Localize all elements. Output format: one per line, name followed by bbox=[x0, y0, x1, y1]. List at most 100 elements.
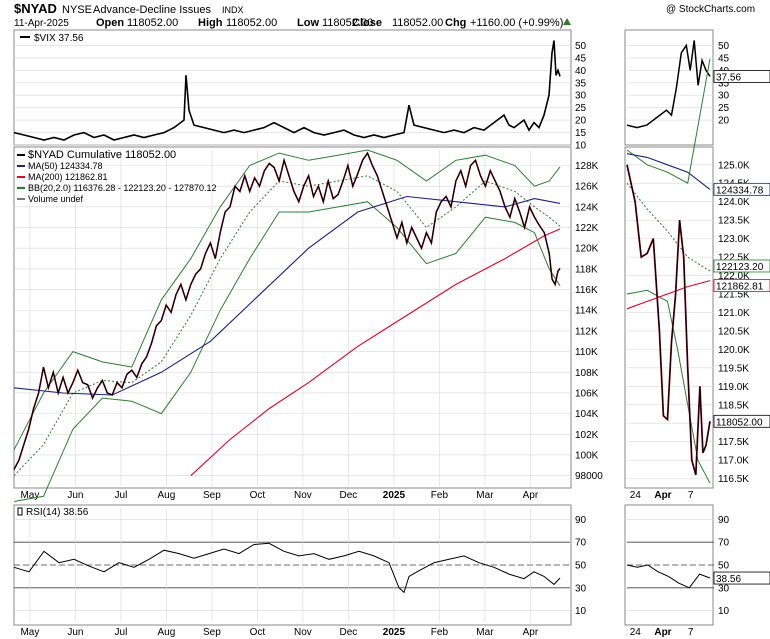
zoom-bb-lower-line bbox=[626, 289, 711, 484]
nyad-tick-label: 98000 bbox=[575, 471, 603, 482]
vix-zoom-frame bbox=[624, 29, 714, 146]
nyad-x-tick-label: 2025 bbox=[383, 490, 406, 501]
low-label: Low bbox=[297, 17, 319, 29]
vix-tick-label: 10 bbox=[575, 141, 587, 152]
rsi-tick-label: 30 bbox=[575, 583, 587, 594]
header: $NYAD NYSE Advance-Decline Issues INDX @… bbox=[14, 1, 755, 29]
exchange-label: NYSE bbox=[62, 4, 92, 16]
zoom-vix-tick-label: 30 bbox=[718, 91, 730, 102]
zoom-rsi-last-tag-label: 38.56 bbox=[716, 574, 741, 585]
zoom-rsi-x-tick-label: 24 bbox=[630, 627, 642, 638]
nyad-tick-label: 100K bbox=[575, 450, 599, 461]
nyad-panel-frame bbox=[13, 146, 572, 489]
chg-label: Chg bbox=[445, 17, 466, 29]
zoom-nyad-x-tick-label: 24 bbox=[630, 490, 642, 501]
rsi-zoom-panel: 90 70 50 30 10 38.56 24 Apr 7 bbox=[626, 515, 770, 638]
nyad-x-tick-label: Mar bbox=[476, 490, 494, 501]
zoom-bb-mid-line bbox=[626, 182, 711, 272]
symbol-label: $NYAD bbox=[14, 1, 57, 16]
zoom-rsi-line bbox=[626, 564, 711, 589]
nyad-tick-label: 106K bbox=[575, 388, 599, 399]
rsi-x-tick-label: Nov bbox=[294, 627, 312, 638]
vix-tick-label: 50 bbox=[575, 41, 587, 52]
zoom-nyad-tick-label: 124.0K bbox=[718, 197, 750, 208]
zoom-nyad-tick-label: 118.5K bbox=[718, 400, 749, 411]
nyad-price-shadow bbox=[13, 151, 561, 470]
rsi-tick-label: 50 bbox=[575, 561, 587, 572]
nyad-tick-label: 120K bbox=[575, 244, 599, 255]
zoom-ma50-line bbox=[626, 153, 711, 190]
zoom-nyad-value-tag-label: 124334.78 bbox=[716, 185, 764, 196]
open-value: 118052.00 bbox=[127, 17, 178, 29]
nyad-legend-label: BB(20,2.0) 116376.28 - 122123.20 - 12787… bbox=[28, 183, 216, 193]
nyad-price-line bbox=[13, 151, 561, 470]
zoom-nyad-value-tag bbox=[713, 414, 770, 428]
rsi-x-tick-label: May bbox=[20, 627, 39, 638]
high-value: 118052.00 bbox=[226, 17, 277, 29]
zoom-nyad-value-tag-label: 122123.20 bbox=[716, 262, 764, 273]
nyad-x-tick-label: Oct bbox=[250, 490, 266, 501]
zoom-nyad-value-tag-label: 118052.00 bbox=[716, 417, 763, 428]
close-label: Close bbox=[352, 17, 382, 29]
zoom-nyad-x-tick-label: Apr bbox=[654, 490, 671, 501]
zoom-vix-line bbox=[626, 40, 711, 129]
zoom-vix-last-tag-label: 37.56 bbox=[716, 72, 741, 83]
instrument-type: INDX bbox=[222, 5, 244, 15]
nyad-tick-label: 108K bbox=[575, 368, 599, 379]
vix-tick-label: 25 bbox=[575, 103, 587, 114]
nyad-tick-label: 116K bbox=[575, 285, 598, 296]
vix-tick-label: 45 bbox=[575, 53, 587, 64]
nyad-x-tick-label: Aug bbox=[158, 490, 176, 501]
zoom-nyad-tick-label: 122.5K bbox=[718, 253, 750, 264]
zoom-vix-last-tag bbox=[713, 70, 770, 83]
zoom-vix-tick-label: 50 bbox=[718, 41, 730, 52]
nyad-x-tick-label: Feb bbox=[431, 490, 449, 501]
nyad-tick-label: 102K bbox=[575, 430, 599, 441]
zoom-vix-tick-label: 35 bbox=[718, 78, 730, 89]
close-value: 118052.00 bbox=[392, 17, 443, 29]
zoom-nyad-tick-label: 116.5K bbox=[718, 474, 749, 485]
vix-zoom-panel: 5045403530252037.56 bbox=[626, 40, 770, 129]
rsi-x-tick-label: Oct bbox=[250, 627, 266, 638]
nyad-tick-label: 128K bbox=[575, 161, 599, 172]
nyad-tick-label: 124K bbox=[575, 202, 599, 213]
rsi-x-tick-label: Dec bbox=[340, 627, 358, 638]
open-label: Open bbox=[96, 17, 124, 29]
nyad-legend-label: MA(200) 121862.81 bbox=[28, 172, 108, 182]
chg-value: +1160.00 (+0.99%) bbox=[470, 17, 563, 29]
rsi-tick-label: 90 bbox=[575, 515, 587, 526]
zoom-nyad-tick-label: 117.0K bbox=[718, 456, 749, 467]
nyad-tick-label: 126K bbox=[575, 182, 599, 193]
bb-mid-line bbox=[13, 175, 561, 477]
vix-tick-label: 15 bbox=[575, 128, 587, 139]
nyad-tick-label: 114K bbox=[575, 306, 598, 317]
zoom-vix-tick-label: 20 bbox=[718, 116, 730, 127]
zoom-rsi-x-tick-label: 7 bbox=[688, 627, 694, 638]
zoom-nyad-tick-label: 119.0K bbox=[718, 382, 749, 393]
rsi-x-tick-label: Aug bbox=[158, 627, 176, 638]
zoom-nyad-tick-label: 123.5K bbox=[718, 216, 750, 227]
zoom-nyad-value-tag bbox=[713, 279, 770, 293]
zoom-nyad-x-tick-label: 7 bbox=[688, 490, 694, 501]
zoom-nyad-value-tag-label: 121862.81 bbox=[716, 282, 764, 293]
nyad-x-tick-label: Nov bbox=[294, 490, 312, 501]
rsi-x-tick-label: Feb bbox=[431, 627, 449, 638]
zoom-nyad-tick-label: 121.5K bbox=[718, 290, 750, 301]
rsi-x-tick-label: Sep bbox=[203, 627, 221, 638]
up-arrow-icon bbox=[563, 18, 571, 25]
rsi-legend-swatch bbox=[17, 507, 23, 516]
high-label: High bbox=[198, 17, 223, 29]
zoom-rsi-last-tag bbox=[713, 571, 770, 585]
rsi-x-tick-label: Jul bbox=[115, 627, 128, 638]
vix-line bbox=[13, 40, 561, 141]
vix-tick-label: 35 bbox=[575, 78, 587, 89]
zoom-bb-upper-line bbox=[626, 58, 711, 184]
nyad-legend-label: MA(50) 124334.78 bbox=[28, 161, 103, 171]
zoom-rsi-tick-label: 10 bbox=[718, 606, 730, 617]
vix-legend-label: $VIX 37.56 bbox=[34, 33, 84, 44]
rsi-x-tick-label: Mar bbox=[476, 627, 494, 638]
vix-tick-label: 20 bbox=[575, 116, 587, 127]
zoom-nyad-tick-label: 125.0K bbox=[718, 160, 750, 171]
